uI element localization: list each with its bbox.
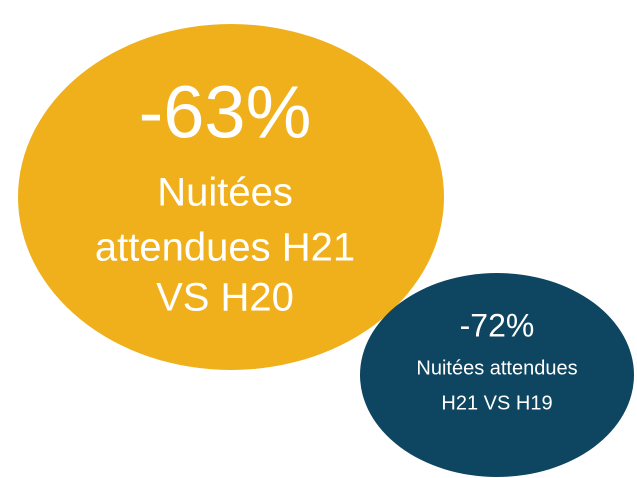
small-figure: -72%: [460, 307, 535, 343]
small-bubble: [360, 273, 634, 477]
small-caption: Nuitées attendues: [416, 357, 577, 379]
large-bubble: [18, 24, 444, 370]
large-caption: Nuitées: [157, 171, 293, 215]
small-caption: H21 VS H19: [441, 392, 552, 414]
large-caption: attendues H21: [95, 226, 355, 270]
large-figure: -63%: [139, 71, 312, 154]
large-caption: VS H20: [156, 276, 294, 320]
